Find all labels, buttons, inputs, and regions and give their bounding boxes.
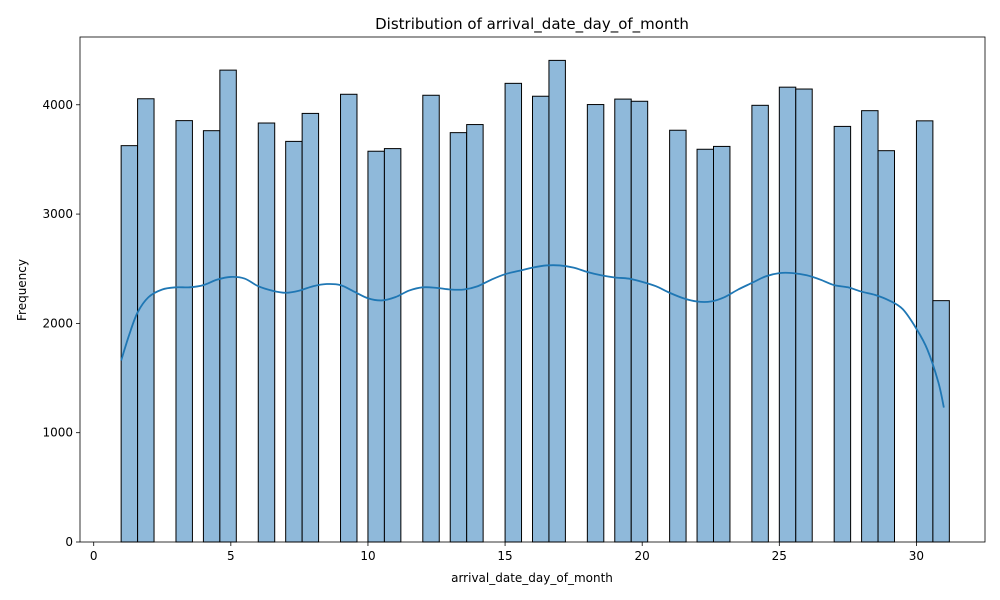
x-axis: 0 5 10 15 20 25 30 (90, 542, 924, 563)
histogram-bar (340, 93, 358, 543)
x-tick-label: 20 (635, 549, 650, 563)
histogram-bar (422, 94, 440, 543)
histogram-bar (367, 150, 385, 543)
histogram-bar (861, 110, 879, 543)
histogram-bar (586, 104, 605, 543)
histogram-bar (532, 95, 550, 543)
histogram-bar (383, 148, 402, 543)
histogram-bar (175, 120, 193, 543)
histogram-bar (669, 129, 687, 543)
histogram-bar (548, 59, 566, 543)
x-tick-label: 15 (497, 549, 512, 563)
histogram-bar (202, 130, 221, 543)
histogram-bar (833, 125, 852, 543)
y-tick-label: 2000 (42, 316, 73, 330)
y-tick-label: 4000 (42, 98, 73, 112)
histogram-bar (696, 148, 714, 543)
kde-group (120, 264, 945, 408)
y-tick-label: 0 (65, 535, 73, 549)
plot-frame (79, 36, 986, 543)
x-tick-label: 10 (360, 549, 375, 563)
y-tick-label: 1000 (42, 426, 73, 440)
histogram-bar (932, 300, 950, 543)
histogram-bar (795, 88, 813, 543)
histogram-bar (301, 112, 320, 543)
histogram-bar (614, 98, 632, 543)
chart-title: Distribution of arrival_date_day_of_mont… (375, 15, 689, 34)
bars-group (120, 59, 950, 543)
x-tick-label: 25 (772, 549, 787, 563)
kde-line (120, 264, 945, 408)
y-axis: 0 1000 2000 3000 4000 (42, 98, 80, 549)
histogram-bar (137, 98, 155, 543)
histogram-bar (219, 69, 237, 543)
histogram-bar (449, 132, 468, 543)
histogram-bar (285, 140, 303, 543)
histogram-bar (778, 86, 797, 543)
histogram-bar (630, 100, 649, 543)
x-tick-label: 0 (90, 549, 98, 563)
histogram-bar (751, 104, 769, 543)
histogram-bar (466, 124, 484, 543)
histogram-bar (257, 122, 276, 543)
x-tick-label: 30 (909, 549, 924, 563)
x-tick-label: 5 (227, 549, 235, 563)
y-axis-label: Frequency (15, 259, 29, 321)
x-axis-label: arrival_date_day_of_month (451, 571, 613, 585)
histogram-bar (713, 145, 731, 543)
histogram-bar (120, 145, 139, 543)
histogram-bar (504, 82, 523, 543)
histogram-bar (877, 150, 895, 543)
y-tick-label: 3000 (42, 207, 73, 221)
